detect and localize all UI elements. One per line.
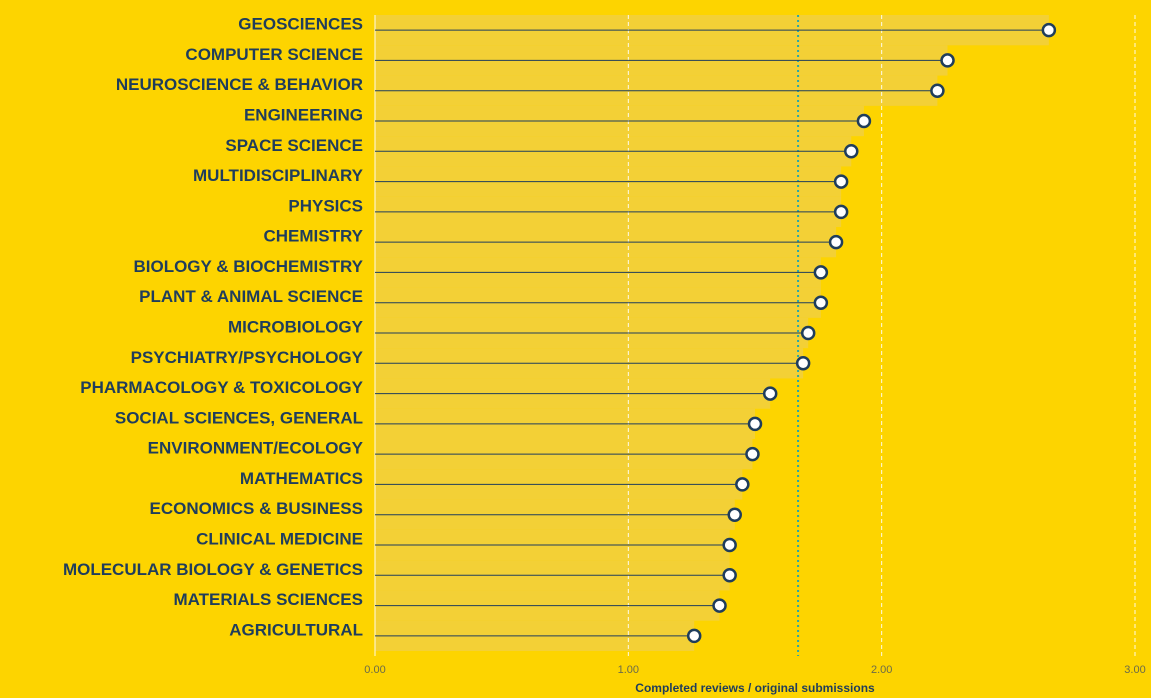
dot xyxy=(712,598,727,613)
dot xyxy=(833,204,849,220)
category-label: BIOLOGY & BIOCHEMISTRY xyxy=(133,257,363,276)
dot xyxy=(813,265,829,280)
dot xyxy=(735,477,750,492)
category-label: CHEMISTRY xyxy=(264,227,364,246)
category-label: COMPUTER SCIENCE xyxy=(185,45,363,64)
dot xyxy=(745,446,760,462)
category-label: ECONOMICS & BUSINESS xyxy=(150,499,363,518)
dot xyxy=(722,568,737,583)
dot xyxy=(828,234,844,250)
dot xyxy=(856,113,872,129)
category-label: MATHEMATICS xyxy=(240,469,363,488)
x-tick-label: 3.00 xyxy=(1124,664,1145,676)
category-label: MULTIDISCIPLINARY xyxy=(193,166,364,185)
category-label: AGRICULTURAL xyxy=(229,620,363,639)
dot xyxy=(844,144,859,159)
dot xyxy=(833,174,849,189)
category-label: GEOSCIENCES xyxy=(238,15,363,34)
dot xyxy=(800,325,816,341)
category-label: MATERIALS SCIENCES xyxy=(173,590,363,609)
category-label: NEUROSCIENCE & BEHAVIOR xyxy=(116,75,363,94)
dot xyxy=(722,537,737,553)
dot xyxy=(762,386,778,401)
category-label: PLANT & ANIMAL SCIENCE xyxy=(139,287,363,306)
category-label: ENGINEERING xyxy=(244,105,363,124)
category-label: SPACE SCIENCE xyxy=(225,136,363,155)
dot xyxy=(930,83,945,98)
dot xyxy=(747,416,763,432)
category-label: CLINICAL MEDICINE xyxy=(196,529,363,548)
x-tick-label: 0.00 xyxy=(364,664,385,676)
dot xyxy=(813,295,829,310)
category-label: MICROBIOLOGY xyxy=(228,317,364,336)
x-tick-label: 2.00 xyxy=(871,664,892,676)
x-tick-label: 1.00 xyxy=(618,664,639,676)
dot xyxy=(795,356,811,371)
dot xyxy=(727,507,742,522)
category-label: ENVIRONMENT/ECOLOGY xyxy=(148,439,364,458)
category-label: PSYCHIATRY/PSYCHOLOGY xyxy=(131,348,364,367)
category-label: MOLECULAR BIOLOGY & GENETICS xyxy=(63,560,363,579)
dot xyxy=(686,628,702,644)
category-label: PHYSICS xyxy=(288,196,363,215)
category-label: SOCIAL SCIENCES, GENERAL xyxy=(115,408,363,427)
x-axis-title: Completed reviews / original submissions xyxy=(635,681,875,695)
dot xyxy=(1041,22,1057,38)
category-label: PHARMACOLOGY & TOXICOLOGY xyxy=(80,378,363,397)
dot xyxy=(940,53,955,68)
